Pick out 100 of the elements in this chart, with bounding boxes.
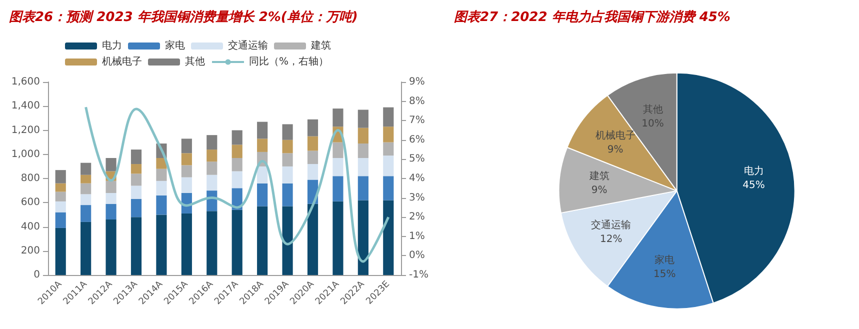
y2-tick-label: 5%	[409, 154, 425, 165]
y2-tick-label: 7%	[409, 115, 425, 126]
y2-tick-label: 6%	[409, 134, 425, 146]
bar	[383, 176, 394, 200]
bar	[80, 194, 92, 206]
y2-tick-label: 9%	[409, 76, 425, 88]
bar	[383, 200, 394, 275]
y2-tick-label: 4%	[409, 173, 425, 184]
legend-label: 其他	[185, 56, 205, 68]
y-tick-label: 1,000	[11, 148, 40, 160]
bar	[181, 165, 192, 178]
bar	[130, 150, 142, 164]
bar	[282, 206, 293, 275]
bar	[156, 180, 167, 196]
bar	[332, 158, 344, 176]
bar	[383, 156, 394, 176]
bar	[156, 195, 167, 215]
legend-label: 建筑	[310, 40, 331, 52]
bar	[232, 171, 242, 188]
y-tick-label: 800	[20, 173, 40, 184]
bar	[181, 213, 192, 275]
bar	[358, 200, 368, 275]
bar	[232, 130, 242, 145]
y2-tick-label: 1%	[409, 230, 425, 242]
chart-title: 图表27：2022 年电力占我国铜下游消费 45%	[454, 9, 730, 25]
bar	[282, 124, 293, 140]
bar	[307, 136, 318, 151]
y2-tick-label: 2%	[409, 212, 425, 223]
bar	[232, 158, 242, 172]
bar	[383, 126, 394, 142]
y-tick-label: 200	[20, 245, 40, 256]
bar	[307, 150, 318, 164]
bar	[80, 205, 92, 222]
bar	[206, 174, 218, 191]
bar	[181, 153, 192, 166]
bar	[130, 174, 142, 186]
slice-label: 建筑	[588, 170, 610, 182]
bar	[181, 177, 192, 193]
y-tick-label: 1,600	[11, 76, 40, 88]
data-label: 12%	[600, 234, 622, 246]
slice-label: 家电	[654, 254, 675, 266]
y2-tick-label: 0%	[409, 250, 425, 262]
bar	[307, 164, 318, 180]
bar	[55, 228, 66, 275]
bar	[156, 214, 167, 275]
bar	[257, 206, 268, 275]
line-series	[84, 106, 390, 263]
bar	[307, 204, 318, 275]
legend-label: 同比（%，右轴）	[249, 56, 329, 68]
legend-label: 电力	[102, 40, 122, 52]
bar	[55, 192, 66, 202]
data-label: 10%	[642, 118, 664, 130]
bar	[257, 183, 268, 206]
bar	[383, 142, 394, 156]
bar	[332, 142, 344, 158]
y2-tick-label: 3%	[409, 192, 425, 204]
bar	[206, 162, 218, 175]
bar	[106, 204, 116, 220]
bar	[257, 138, 268, 152]
bar	[80, 162, 92, 175]
slice-label: 交通运输	[591, 219, 632, 232]
bar	[130, 164, 142, 174]
legend-label: 家电	[165, 40, 185, 52]
bar	[332, 108, 344, 127]
bar	[282, 183, 293, 206]
y-tick-label: 600	[20, 197, 40, 208]
bar	[156, 168, 167, 181]
y-tick-label: 0	[34, 270, 40, 280]
data-label: 15%	[654, 269, 676, 280]
bar	[80, 183, 92, 194]
bar	[358, 176, 368, 200]
bar	[206, 135, 218, 150]
bar	[282, 140, 293, 154]
bar	[383, 107, 394, 127]
bar	[358, 110, 368, 128]
bar	[206, 150, 218, 162]
y-tick-label: 400	[20, 221, 40, 232]
bar	[106, 180, 116, 193]
bar	[55, 201, 66, 212]
bar	[130, 186, 142, 200]
bar	[332, 201, 344, 275]
bar	[130, 199, 142, 218]
bar	[358, 128, 368, 144]
slice-label: 机械电子	[595, 130, 636, 142]
bar	[55, 212, 66, 228]
bar	[55, 170, 66, 184]
bar	[358, 144, 368, 158]
data-label: 9%	[607, 144, 624, 156]
y2-tick-label: 8%	[409, 96, 425, 107]
bar	[332, 176, 344, 202]
legend-label: 机械电子	[102, 56, 142, 68]
slice-label: 其他	[642, 103, 663, 116]
bar	[358, 158, 368, 176]
bar	[257, 166, 268, 184]
bar	[106, 220, 116, 275]
y-tick-label: 1,200	[11, 124, 40, 136]
bar	[206, 211, 218, 275]
bar	[307, 119, 318, 136]
bar	[232, 210, 242, 275]
bar	[106, 158, 116, 172]
